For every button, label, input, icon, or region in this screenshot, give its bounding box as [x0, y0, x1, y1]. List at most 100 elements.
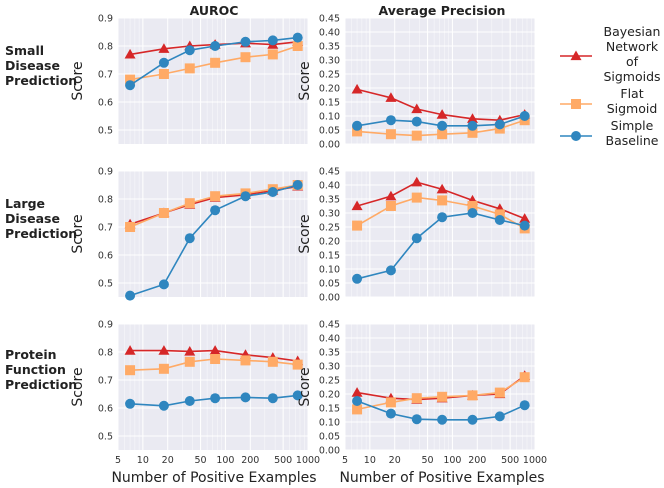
point-marker-simple [292, 390, 303, 401]
x-tick-label: 200 [241, 455, 259, 466]
point-marker-bns [385, 92, 397, 102]
series-simple [352, 111, 530, 131]
y-axis-label: Score [297, 61, 313, 100]
point-marker-simple [240, 392, 251, 403]
y-tick-label: 0.35 [319, 348, 340, 359]
panel-background [118, 18, 308, 144]
legend-label-bns: Bayesian [604, 24, 661, 39]
row-label-line: Small [5, 43, 44, 58]
row-label-line: Disease [5, 211, 60, 226]
panel-average-precision-row-2: 0.00 0.05 0.10 0.15 0.20 0.25 0.30 0.35 0.40 0.45… [297, 320, 547, 467]
y-tick-label: 0.30 [319, 362, 340, 373]
y-tick-label: 0.10 [319, 112, 340, 123]
point-marker-flat [411, 393, 422, 404]
point-marker-flat [158, 69, 169, 79]
x-axis-label-auroc: Number of Positive Examples [111, 470, 316, 486]
point-marker-bns [209, 345, 221, 355]
point-marker-flat [267, 356, 278, 367]
panels: 0.5 0.6 0.7 0.8 0.9 Score 0.00 0.05 0.10 0.15 0.20… [70, 14, 547, 467]
y-tick-label: 0.40 [319, 334, 340, 345]
point-marker-flat [352, 404, 363, 415]
point-marker-flat [411, 130, 422, 141]
point-marker-simple [437, 120, 448, 131]
legend-label-flat: Flat [620, 86, 643, 101]
point-marker-simple [292, 32, 303, 43]
point-marker-simple [184, 396, 195, 406]
y-axis-label: Score [70, 214, 86, 253]
y-tick-label: 0.40 [319, 181, 340, 192]
point-marker-flat [210, 191, 221, 202]
y-tick-label: 0.5 [98, 126, 113, 137]
y-tick-label: 0.5 [98, 432, 113, 443]
row-label-small-disease: Small Disease Prediction [5, 43, 77, 88]
point-marker-flat [292, 41, 303, 51]
point-marker-bns [184, 345, 196, 356]
series-simple [125, 180, 303, 301]
column-title-average-precision: Average Precision [379, 3, 506, 18]
y-tick-label: 0.9 [98, 167, 113, 178]
legend-label-simple: Baseline [606, 133, 659, 148]
point-marker-bns [519, 213, 531, 223]
y-tick-label: 0.10 [319, 265, 340, 276]
y-tick-label: 0.30 [319, 209, 340, 220]
point-marker-flat [240, 52, 251, 63]
x-tick-label: 100 [443, 455, 461, 466]
point-marker-bns [436, 109, 448, 119]
x-tick-label: 20 [389, 455, 401, 466]
y-tick-label: 0.20 [319, 237, 340, 248]
point-marker-simple [494, 411, 505, 422]
panel-auroc-row-1: 0.5 0.6 0.7 0.8 0.9 Score [70, 167, 309, 301]
point-marker-simple [125, 398, 136, 409]
y-tick-label: 0.8 [98, 348, 113, 359]
x-tick-label: 10 [137, 455, 149, 466]
row-label-line: Prediction [5, 377, 77, 392]
point-marker-simple [158, 57, 169, 68]
y-tick-label: 0.10 [319, 418, 340, 429]
point-marker-simple [352, 396, 363, 406]
point-marker-flat [385, 129, 396, 140]
series-simple [125, 32, 303, 91]
point-marker-simple [467, 120, 478, 131]
point-marker-flat [240, 355, 251, 366]
y-tick-label: 0.8 [98, 42, 113, 53]
point-marker-flat [467, 201, 478, 211]
y-tick-label: 0.9 [98, 14, 113, 25]
x-tick-label: 1000 [296, 455, 320, 466]
legend-label-flat: Sigmoid [607, 101, 658, 116]
row-label-line: Prediction [5, 73, 77, 88]
point-marker-flat [352, 220, 363, 231]
point-marker-simple [385, 265, 396, 276]
point-marker-simple [352, 273, 363, 284]
point-marker-flat [125, 365, 136, 376]
y-tick-label: 0.30 [319, 56, 340, 67]
point-marker-bns [351, 387, 363, 397]
panel-average-precision-row-1: 0.00 0.05 0.10 0.15 0.20 0.25 0.30 0.35 0.40 0.45… [297, 167, 536, 304]
point-marker-simple [240, 36, 251, 47]
x-tick-label: 1000 [523, 455, 547, 466]
x-tick-label: 5 [342, 455, 348, 466]
y-tick-label: 0.15 [319, 404, 340, 415]
panel-auroc-row-0: 0.5 0.6 0.7 0.8 0.9 Score [70, 14, 309, 144]
y-tick-label: 0.00 [319, 293, 340, 304]
y-tick-label: 0.8 [98, 195, 113, 206]
x-tick-label: 500 [501, 455, 519, 466]
point-marker-flat [411, 192, 422, 203]
y-tick-label: 0.05 [319, 432, 340, 443]
point-marker-flat [158, 208, 169, 218]
y-tick-label: 0.15 [319, 98, 340, 109]
y-tick-label: 0.05 [319, 279, 340, 290]
series-simple [125, 390, 303, 411]
y-tick-label: 0.05 [319, 126, 340, 137]
point-marker-simple [292, 180, 303, 190]
point-marker-flat [494, 387, 505, 398]
y-tick-label: 0.7 [98, 223, 113, 234]
y-axis-label: Score [297, 367, 313, 406]
point-marker-simple [571, 131, 581, 141]
y-tick-label: 0.20 [319, 390, 340, 401]
point-marker-simple [125, 290, 136, 301]
point-marker-simple [158, 279, 169, 290]
point-marker-simple [210, 41, 221, 51]
point-marker-bns [411, 103, 423, 114]
series-flat [352, 372, 530, 415]
